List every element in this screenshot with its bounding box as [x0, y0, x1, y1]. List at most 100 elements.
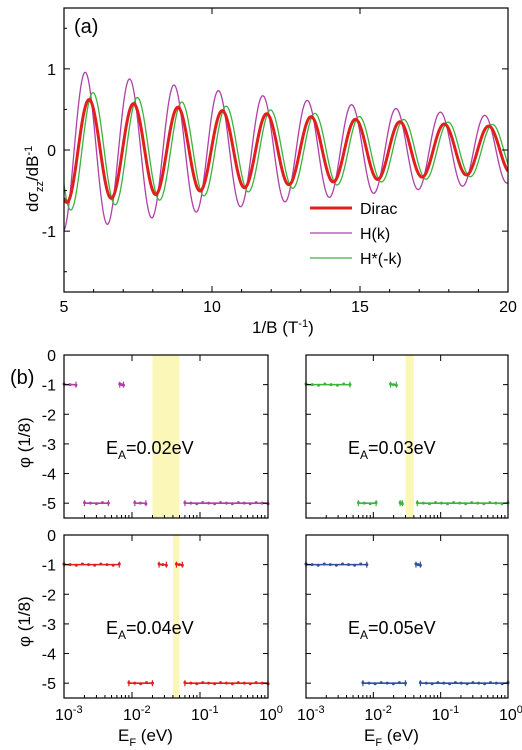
- panel-b-xlabel-left: EF (eV): [118, 726, 173, 749]
- data-point: [94, 502, 98, 506]
- ea-value: =0.02eV: [126, 438, 194, 458]
- ea-subscript: A: [360, 628, 368, 642]
- data-point: [230, 502, 234, 506]
- data-point: [260, 501, 264, 505]
- data-point: [242, 681, 246, 685]
- y-tick-label: -4: [42, 647, 56, 664]
- ea-symbol: E: [106, 438, 118, 458]
- panel-a-legend: Dirac H(k) H*(-k): [310, 201, 402, 268]
- data-point: [353, 563, 357, 567]
- data-point: [448, 682, 452, 686]
- data-point: [99, 562, 103, 566]
- data-point: [201, 681, 205, 685]
- data-point: [213, 502, 217, 506]
- data-point: [488, 681, 492, 685]
- x-tick-label: 100: [499, 704, 522, 724]
- data-point: [236, 501, 240, 505]
- data-point: [133, 681, 137, 685]
- data-point: [430, 682, 434, 686]
- x-tick-label: 20: [499, 299, 517, 316]
- data-point: [100, 501, 104, 505]
- data-point: [385, 681, 389, 685]
- y-tick-label: -3: [42, 437, 56, 454]
- data-point: [230, 682, 234, 686]
- ea-value: =0.05eV: [368, 618, 436, 638]
- panel-b-letter: (b): [10, 367, 34, 389]
- panel-b-subplots: 0-1-2-3-4-5EA=0.02eV EA=0.03eV0-1-2-3-4-5…: [42, 348, 522, 724]
- y-tick-label: -2: [42, 587, 56, 604]
- data-point: [68, 563, 72, 567]
- data-point: [471, 681, 475, 685]
- data-point: [436, 681, 440, 685]
- ea-subscript: A: [118, 448, 126, 462]
- data-point: [391, 383, 395, 387]
- data-point: [242, 501, 246, 505]
- x-tick-base: 10: [297, 707, 315, 724]
- x-tick-label: 5: [60, 299, 69, 316]
- data-point: [465, 682, 469, 686]
- x-tick-label: 10-3: [55, 704, 83, 724]
- data-point: [316, 563, 320, 567]
- x-tick-base: 10: [499, 707, 517, 724]
- data-point: [322, 562, 326, 566]
- data-point: [219, 681, 223, 685]
- panel-b: (b) 0-1-2-3-4-5EA=0.02eV EA=0.03eV0-1-2-3…: [10, 348, 522, 749]
- data-point: [439, 501, 443, 505]
- data-point: [362, 501, 366, 505]
- data-point: [427, 502, 431, 506]
- y-tick-label: -1: [42, 378, 56, 395]
- x-tick-label: 100: [259, 704, 283, 724]
- data-point: [328, 563, 332, 567]
- y-tick-label: -5: [42, 496, 56, 513]
- x-tick-exponent: -1: [449, 704, 459, 716]
- data-point: [87, 563, 91, 567]
- data-point: [500, 502, 504, 506]
- data-point: [68, 383, 72, 387]
- x-tick-label: 10-1: [432, 704, 460, 724]
- y-tick-label: 0: [47, 143, 56, 160]
- data-point: [483, 682, 487, 686]
- ea-annotation: EA=0.04eV: [106, 618, 194, 642]
- data-point: [177, 563, 181, 567]
- data-point: [207, 501, 211, 505]
- data-point: [310, 563, 314, 567]
- x-tick-label: 10-2: [123, 704, 151, 724]
- x-tick-exponent: -2: [141, 704, 151, 716]
- ea-annotation: EA=0.03eV: [348, 438, 436, 462]
- data-point: [347, 563, 351, 567]
- series-line-h-k-: [64, 71, 508, 231]
- y-tick-label: -1: [42, 224, 56, 241]
- x-tick-exponent: 0: [277, 704, 283, 716]
- data-point: [201, 501, 205, 505]
- data-point: [111, 563, 115, 567]
- data-point: [224, 681, 228, 685]
- data-point: [189, 501, 193, 505]
- highlight-band: [172, 535, 180, 698]
- data-point: [477, 681, 481, 685]
- data-point: [494, 681, 498, 685]
- subplot-1: 0 -1 -2 -3 -4 -5 EA=0.02eV: [42, 348, 270, 519]
- data-point: [359, 562, 363, 566]
- x-tick-exponent: -3: [315, 704, 325, 716]
- x-tick-exponent: -1: [209, 704, 219, 716]
- x-tick-base: 10: [432, 707, 450, 724]
- data-point: [500, 682, 504, 686]
- data-point: [459, 681, 463, 685]
- data-point: [248, 502, 252, 506]
- data-point: [335, 383, 339, 387]
- highlight-band: [405, 355, 414, 518]
- ea-value: =0.03eV: [368, 438, 436, 458]
- ea-symbol: E: [348, 438, 360, 458]
- y-tick-label: 0: [47, 348, 56, 365]
- data-point: [397, 681, 401, 685]
- panel-b-xlabel-right: EF (eV): [364, 726, 419, 749]
- panel-a-letter: (a): [74, 16, 98, 38]
- data-point: [138, 501, 142, 505]
- subplot-frame: [63, 534, 269, 699]
- panel-a-ticks: 5 10 15 20 -1 0 1: [42, 8, 517, 316]
- data-point: [323, 382, 327, 386]
- x-tick-label: 10: [203, 299, 221, 316]
- y-tick-label: 0: [47, 528, 56, 545]
- subplot-frame: [305, 534, 509, 699]
